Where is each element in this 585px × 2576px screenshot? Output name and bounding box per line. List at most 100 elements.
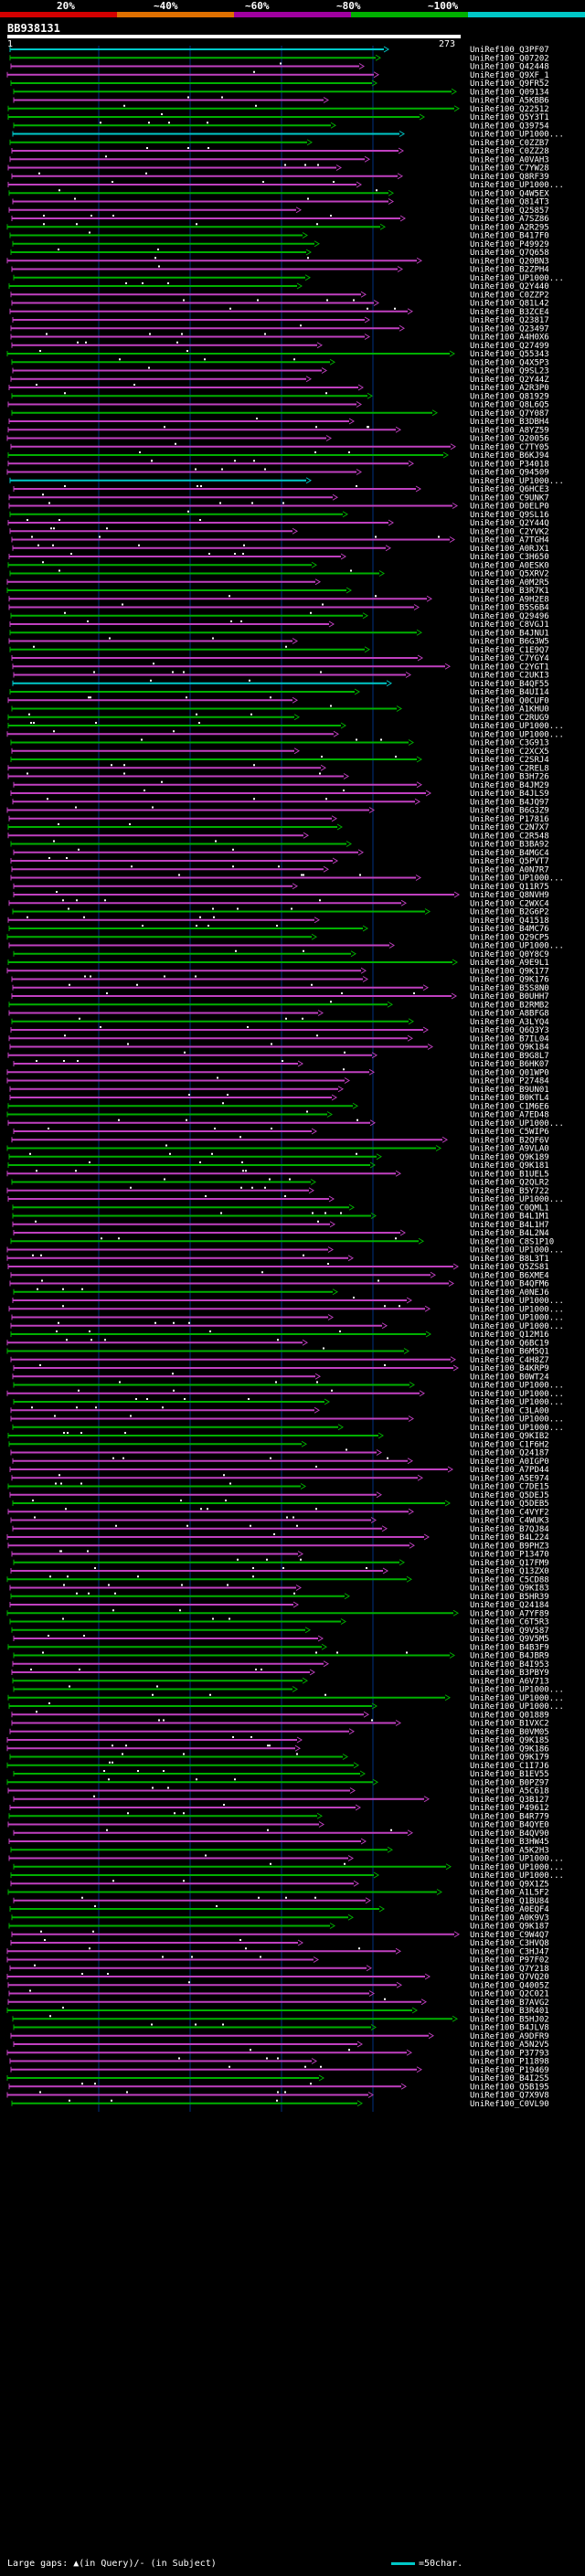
hit-id-label[interactable]: UniRef100_B4UI14 bbox=[470, 688, 549, 697]
hit-id-label[interactable]: UniRef100_Q07202 bbox=[470, 54, 549, 63]
hit-id-label[interactable]: UniRef100_Q8RF39 bbox=[470, 173, 549, 182]
hit-id-label[interactable]: UniRef100_C1F6H2 bbox=[470, 1440, 549, 1449]
hit-id-label[interactable]: UniRef100_C8S1P10 bbox=[470, 1237, 554, 1246]
hit-id-label[interactable]: UniRef100_C0VL90 bbox=[470, 2100, 549, 2109]
hit-id-label[interactable]: UniRef100_B9UN01 bbox=[470, 1086, 549, 1095]
hit-id-label[interactable]: UniRef100_B4R779 bbox=[470, 1812, 549, 1821]
hit-id-label[interactable]: UniRef100_A7PD44 bbox=[470, 1466, 549, 1475]
hit-id-label[interactable]: UniRef100_Q1BU84 bbox=[470, 1897, 549, 1906]
hit-id-label[interactable]: UniRef100_Q9XF_1 bbox=[470, 71, 549, 80]
hit-id-label[interactable]: UniRef100_Q17FM9 bbox=[470, 1559, 549, 1568]
hit-id-label[interactable]: UniRef100_Q4W5EX bbox=[470, 189, 549, 198]
hit-id-label[interactable]: UniRef100_B4B3F9 bbox=[470, 1643, 549, 1652]
hit-id-label[interactable]: UniRef100_Q27499 bbox=[470, 342, 549, 351]
hit-id-label[interactable]: UniRef100_B4QFM6 bbox=[470, 1280, 549, 1289]
hit-id-label[interactable]: UniRef100_C9W4Q7 bbox=[470, 1931, 549, 1940]
hit-id-label[interactable]: UniRef100_B4I953 bbox=[470, 1660, 549, 1670]
hit-id-label[interactable]: UniRef100_B6M5Q1 bbox=[470, 1348, 549, 1357]
hit-id-label[interactable]: UniRef100_A9H2E8 bbox=[470, 595, 549, 604]
hit-id-label[interactable]: UniRef100_Q5XRV2 bbox=[470, 570, 549, 579]
hit-id-label[interactable]: UniRef100_UP1000... bbox=[470, 1398, 564, 1407]
hit-id-label[interactable]: UniRef100_Q9KIB2 bbox=[470, 1432, 549, 1441]
hit-id-label[interactable]: UniRef100_Q6BC19 bbox=[470, 1339, 549, 1348]
hit-id-label[interactable]: UniRef100_C4H8Z7 bbox=[470, 1356, 549, 1365]
hit-id-label[interactable]: UniRef100_Q9K179 bbox=[470, 1754, 549, 1763]
hit-id-label[interactable]: UniRef100_B6XME4 bbox=[470, 1271, 549, 1280]
hit-id-label[interactable]: UniRef100_B9PHZ3 bbox=[470, 1542, 549, 1551]
hit-id-label[interactable]: UniRef100_UP1000... bbox=[470, 1863, 564, 1872]
hit-id-label[interactable]: UniRef100_Q01889 bbox=[470, 1711, 549, 1720]
hit-id-label[interactable]: UniRef100_B5Y722 bbox=[470, 1187, 549, 1196]
hit-id-label[interactable]: UniRef100_P19469 bbox=[470, 2066, 549, 2075]
hit-id-label[interactable]: UniRef100_B2G6P2 bbox=[470, 908, 549, 917]
hit-id-label[interactable]: UniRef100_B5S6B4 bbox=[470, 604, 549, 613]
hit-id-label[interactable]: UniRef100_UP1000... bbox=[470, 1390, 564, 1399]
hit-id-label[interactable]: UniRef100_C3LA00 bbox=[470, 1406, 549, 1415]
hit-id-label[interactable]: UniRef100_Q2C021 bbox=[470, 1990, 549, 1999]
hit-id-label[interactable]: UniRef100_Q29496 bbox=[470, 612, 549, 621]
hit-id-label[interactable]: UniRef100_P97F02 bbox=[470, 1956, 549, 1966]
hit-id-label[interactable]: UniRef100_C3HJ47 bbox=[470, 1947, 549, 1956]
hit-id-label[interactable]: UniRef100_UP1000... bbox=[470, 274, 564, 283]
hit-id-label[interactable]: UniRef100_B3R7K1 bbox=[470, 587, 549, 596]
hit-id-label[interactable]: UniRef100_UP1000... bbox=[470, 1415, 564, 1425]
hit-id-label[interactable]: UniRef100_UP1000... bbox=[470, 875, 564, 884]
hit-id-label[interactable]: UniRef100_Q20056 bbox=[470, 435, 549, 444]
hit-id-label[interactable]: UniRef100_B7QJ84 bbox=[470, 1525, 549, 1534]
hit-id-label[interactable]: UniRef100_B0KTL4 bbox=[470, 1094, 549, 1103]
hit-id-label[interactable]: UniRef100_A6V713 bbox=[470, 1677, 549, 1686]
hit-id-label[interactable]: UniRef100_B3H726 bbox=[470, 773, 549, 782]
hit-id-label[interactable]: UniRef100_UP1000... bbox=[470, 1702, 564, 1712]
hit-id-label[interactable]: UniRef100_P13470 bbox=[470, 1551, 549, 1560]
hit-id-label[interactable]: UniRef100_B4L2N4 bbox=[470, 1229, 549, 1238]
hit-id-label[interactable]: UniRef100_B2RMB2 bbox=[470, 1001, 549, 1010]
hit-id-label[interactable]: UniRef100_A1KHU0 bbox=[470, 705, 549, 715]
hit-id-label[interactable]: UniRef100_Q81929 bbox=[470, 392, 549, 401]
hit-id-label[interactable]: UniRef100_C6T5R3 bbox=[470, 1618, 549, 1627]
hit-id-label[interactable]: UniRef100_B4JM29 bbox=[470, 781, 549, 790]
hit-id-label[interactable]: UniRef100_Q39754 bbox=[470, 122, 549, 131]
hit-id-label[interactable]: UniRef100_Q4X5P3 bbox=[470, 358, 549, 367]
hit-id-label[interactable]: UniRef100_B4L224 bbox=[470, 1533, 549, 1542]
hit-id-label[interactable]: UniRef100_UP1000... bbox=[470, 1686, 564, 1695]
hit-id-label[interactable]: UniRef100_C0ZZ28 bbox=[470, 147, 549, 156]
hit-id-label[interactable]: UniRef100_C2YGT1 bbox=[470, 663, 549, 672]
hit-id-label[interactable]: UniRef100_B4QF55 bbox=[470, 680, 549, 689]
hit-id-label[interactable]: UniRef100_C4WUK3 bbox=[470, 1517, 549, 1526]
hit-id-label[interactable]: UniRef100_UP1000... bbox=[470, 730, 564, 739]
hit-id-label[interactable]: UniRef100_Q9V5M5 bbox=[470, 1635, 549, 1644]
hit-id-label[interactable]: UniRef100_Q9K177 bbox=[470, 967, 549, 976]
hit-id-label[interactable]: UniRef100_B5HR39 bbox=[470, 1593, 549, 1602]
hit-id-label[interactable]: UniRef100_Q12M16 bbox=[470, 1330, 549, 1340]
hit-id-label[interactable]: UniRef100_P27484 bbox=[470, 1077, 549, 1087]
hit-id-label[interactable]: UniRef100_B3ZCE4 bbox=[470, 308, 549, 317]
hit-id-label[interactable]: UniRef100_A5E974 bbox=[470, 1474, 549, 1483]
hit-id-label[interactable]: UniRef100_B6G3Z9 bbox=[470, 807, 549, 816]
hit-id-label[interactable]: UniRef100_UP1000... bbox=[470, 1305, 564, 1314]
hit-id-label[interactable]: UniRef100_A8YZ59 bbox=[470, 426, 549, 435]
hit-id-label[interactable]: UniRef100_C5CD88 bbox=[470, 1575, 549, 1585]
hit-id-label[interactable]: UniRef100_Q42448 bbox=[470, 63, 549, 72]
hit-id-label[interactable]: UniRef100_B7IL04 bbox=[470, 1034, 549, 1044]
hit-id-label[interactable]: UniRef100_C1E9Q7 bbox=[470, 646, 549, 655]
hit-id-label[interactable]: UniRef100_C5WIP6 bbox=[470, 1128, 549, 1137]
hit-id-label[interactable]: UniRef100_B0UHH7 bbox=[470, 992, 549, 1002]
hit-id-label[interactable]: UniRef100_P37793 bbox=[470, 2049, 549, 2058]
hit-id-label[interactable]: UniRef100_Q13ZX0 bbox=[470, 1567, 549, 1576]
hit-id-label[interactable]: UniRef100_B0PZ97 bbox=[470, 1778, 549, 1787]
hit-id-label[interactable]: UniRef100_Q814T3 bbox=[470, 198, 549, 207]
hit-id-label[interactable]: UniRef100_Q23497 bbox=[470, 324, 549, 334]
hit-id-label[interactable]: UniRef100_C2YVK2 bbox=[470, 527, 549, 536]
hit-id-label[interactable]: UniRef100_Q9SL23 bbox=[470, 367, 549, 376]
hit-id-label[interactable]: UniRef100_Q25857 bbox=[470, 207, 549, 216]
hit-id-label[interactable]: UniRef100_Q24187 bbox=[470, 1449, 549, 1458]
hit-id-label[interactable]: UniRef100_UP1000... bbox=[470, 1322, 564, 1331]
hit-id-label[interactable]: UniRef100_Q9K189 bbox=[470, 1153, 549, 1162]
hit-id-label[interactable]: UniRef100_B1VXC2 bbox=[470, 1720, 549, 1729]
hit-id-label[interactable]: UniRef100_B4JLS9 bbox=[470, 790, 549, 799]
hit-id-label[interactable]: UniRef100_C2RUG9 bbox=[470, 714, 549, 723]
hit-id-label[interactable]: UniRef100_B4JBR9 bbox=[470, 1652, 549, 1661]
hit-id-label[interactable]: UniRef100_Q2Y440 bbox=[470, 282, 549, 292]
hit-id-label[interactable]: UniRef100_B4L1M1 bbox=[470, 1213, 549, 1222]
hit-id-label[interactable]: UniRef100_C2WXC4 bbox=[470, 899, 549, 908]
